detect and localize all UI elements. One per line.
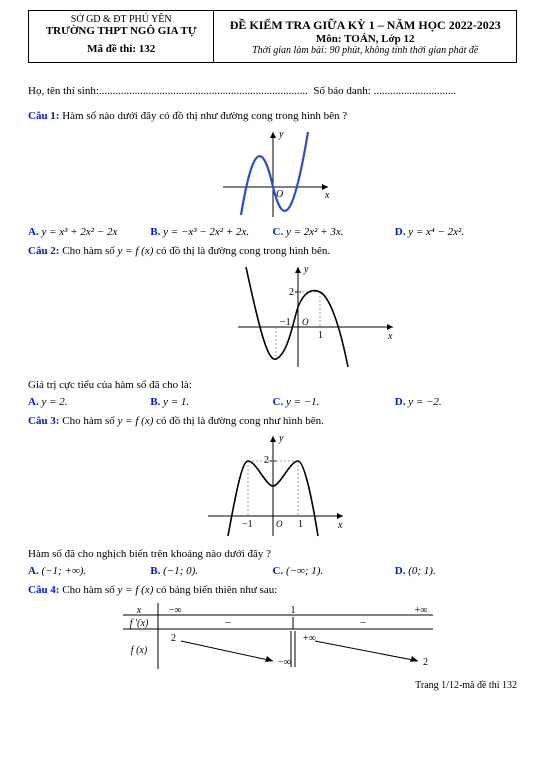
q1-B: y = −x³ − 2x² + 2x. [163, 226, 249, 238]
q2-C: y = −1. [286, 396, 319, 408]
exam-duration: Thời gian làm bài: 90 phút, không tính t… [220, 45, 510, 56]
q3-graph: x y O 2 −1 1 [28, 431, 517, 541]
q3-B: (−1; 0). [163, 565, 198, 577]
svg-text:y: y [278, 129, 284, 140]
q3-func: y = f (x) [118, 415, 154, 427]
q1-label: Câu 1: [28, 110, 59, 122]
question-3: Câu 3: Cho hàm số y = f (x) có đồ thị là… [28, 414, 517, 429]
q3-graph-svg: x y O 2 −1 1 [198, 431, 348, 541]
q4-text-prefix: Cho hàm số [59, 584, 117, 596]
svg-text:2: 2 [264, 455, 269, 466]
q4-table-svg: x −∞ 1 +∞ f ′(x) − − f (x) 2 −∞ +∞ 2 [103, 601, 443, 671]
q1-C: y = 2x² + 3x. [286, 226, 344, 238]
svg-text:1: 1 [298, 519, 303, 530]
q2-C-label: C. [273, 396, 286, 408]
question-1: Câu 1: Hàm số nào dưới đây có đồ thị như… [28, 109, 517, 124]
q3-sub: Hàm số đã cho nghịch biến trên khoảng nà… [28, 547, 517, 562]
bt-x: x [135, 605, 141, 616]
q1-C-label: C. [273, 226, 286, 238]
q1-B-label: B. [150, 226, 163, 238]
q3-C-label: C. [273, 565, 286, 577]
ministry: SỞ GD & ĐT PHÚ YÊN [35, 14, 207, 25]
header-table: SỞ GD & ĐT PHÚ YÊN TRƯỜNG THPT NGÔ GIA T… [28, 10, 517, 63]
dots-id: .............................. [374, 85, 457, 97]
q3-text-prefix: Cho hàm số [59, 415, 117, 427]
q3-C: (−∞; 1). [286, 565, 323, 577]
q2-B-label: B. [150, 396, 163, 408]
q3-D: (0; 1). [408, 565, 436, 577]
q4-func: y = f (x) [118, 584, 154, 596]
bt-xp: +∞ [414, 605, 427, 616]
question-4: Câu 4: Cho hàm số y = f (x) có bảng biến… [28, 583, 517, 598]
q3-D-label: D. [395, 565, 408, 577]
q1-options: A. y = x³ + 2x² − 2x B. y = −x³ − 2x² + … [28, 226, 517, 238]
question-2: Câu 2: Cho hàm số y = f (x) có đồ thị là… [28, 244, 517, 259]
svg-text:−1: −1 [280, 317, 291, 328]
svg-text:y: y [303, 264, 309, 275]
bt-fx-2b: 2 [423, 657, 428, 668]
svg-text:O: O [276, 519, 283, 529]
q1-graph: x y O [28, 127, 517, 222]
bt-fp-minus1: − [224, 617, 230, 629]
exam-code: Mã đề thi: 132 [35, 43, 207, 59]
svg-text:x: x [337, 520, 343, 531]
q2-D-label: D. [395, 396, 408, 408]
q2-B: y = 1. [163, 396, 189, 408]
exam-title: ĐỀ KIỂM TRA GIỮA KỲ 1 – NĂM HỌC 2022-202… [220, 18, 510, 33]
q1-text: Hàm số nào dưới đây có đồ thị như đường … [59, 110, 347, 122]
svg-text:−1: −1 [242, 519, 253, 530]
q2-D: y = −2. [408, 396, 441, 408]
svg-text:x: x [387, 331, 393, 342]
q2-sub: Giá trị cực tiểu của hàm số đã cho là: [28, 378, 517, 393]
bt-fx-mi: −∞ [278, 657, 291, 668]
svg-text:x: x [324, 190, 330, 201]
svg-text:2: 2 [289, 287, 294, 298]
q4-label: Câu 4: [28, 584, 59, 596]
q3-A-label: A. [28, 565, 41, 577]
dots-name: ........................................… [99, 85, 308, 97]
student-id-label: Số báo danh: [313, 85, 370, 97]
q1-D: y = x⁴ − 2x². [408, 226, 464, 238]
q1-A-label: A. [28, 226, 41, 238]
q3-options: A. (−1; +∞). B. (−1; 0). C. (−∞; 1). D. … [28, 565, 517, 577]
q3-text-suffix: có đồ thị là đường cong như hình bên. [153, 415, 324, 427]
q4-text-suffix: có bảng biến thiên như sau: [153, 584, 277, 596]
bt-fx-pi: +∞ [303, 633, 316, 644]
bt-fp: f ′(x) [129, 618, 148, 629]
q2-A: y = 2. [41, 396, 67, 408]
q2-A-label: A. [28, 396, 41, 408]
svg-text:1: 1 [318, 330, 323, 341]
q2-options: A. y = 2. B. y = 1. C. y = −1. D. y = −2… [28, 396, 517, 408]
q2-graph: x y O 2 −1 1 [108, 262, 517, 372]
student-line: Họ, tên thí sinh:.......................… [28, 85, 517, 97]
svg-text:f (x): f (x) [130, 645, 147, 656]
bt-fp-minus2: − [359, 617, 365, 629]
bt-fx-2a: 2 [171, 633, 176, 644]
bt-xm: −∞ [168, 605, 181, 616]
q2-text-suffix: có đồ thị là đường cong trong hình bên. [153, 245, 330, 257]
q1-graph-svg: x y O [213, 127, 333, 222]
bt-x1: 1 [290, 605, 295, 616]
q2-func: y = f (x) [118, 245, 154, 257]
q2-label: Câu 2: [28, 245, 59, 257]
q2-text-prefix: Cho hàm số [59, 245, 117, 257]
q1-D-label: D. [395, 226, 408, 238]
student-name-label: Họ, tên thí sinh: [28, 85, 99, 97]
q4-table: x −∞ 1 +∞ f ′(x) − − f (x) 2 −∞ +∞ 2 [28, 601, 517, 674]
q3-B-label: B. [150, 565, 163, 577]
page-footer: Trang 1/12-mã đề thi 132 [28, 680, 517, 691]
exam-subject: Môn: TOÁN, Lớp 12 [220, 33, 510, 45]
svg-text:y: y [278, 433, 284, 444]
exam-page: SỞ GD & ĐT PHÚ YÊN TRƯỜNG THPT NGÔ GIA T… [0, 0, 545, 774]
svg-text:O: O [302, 317, 309, 327]
school: TRƯỜNG THPT NGÔ GIA TỰ [35, 25, 207, 37]
q3-A: (−1; +∞). [41, 565, 86, 577]
q1-A: y = x³ + 2x² − 2x [41, 226, 117, 238]
q2-graph-svg: x y O 2 −1 1 [228, 262, 398, 372]
q3-label: Câu 3: [28, 415, 59, 427]
